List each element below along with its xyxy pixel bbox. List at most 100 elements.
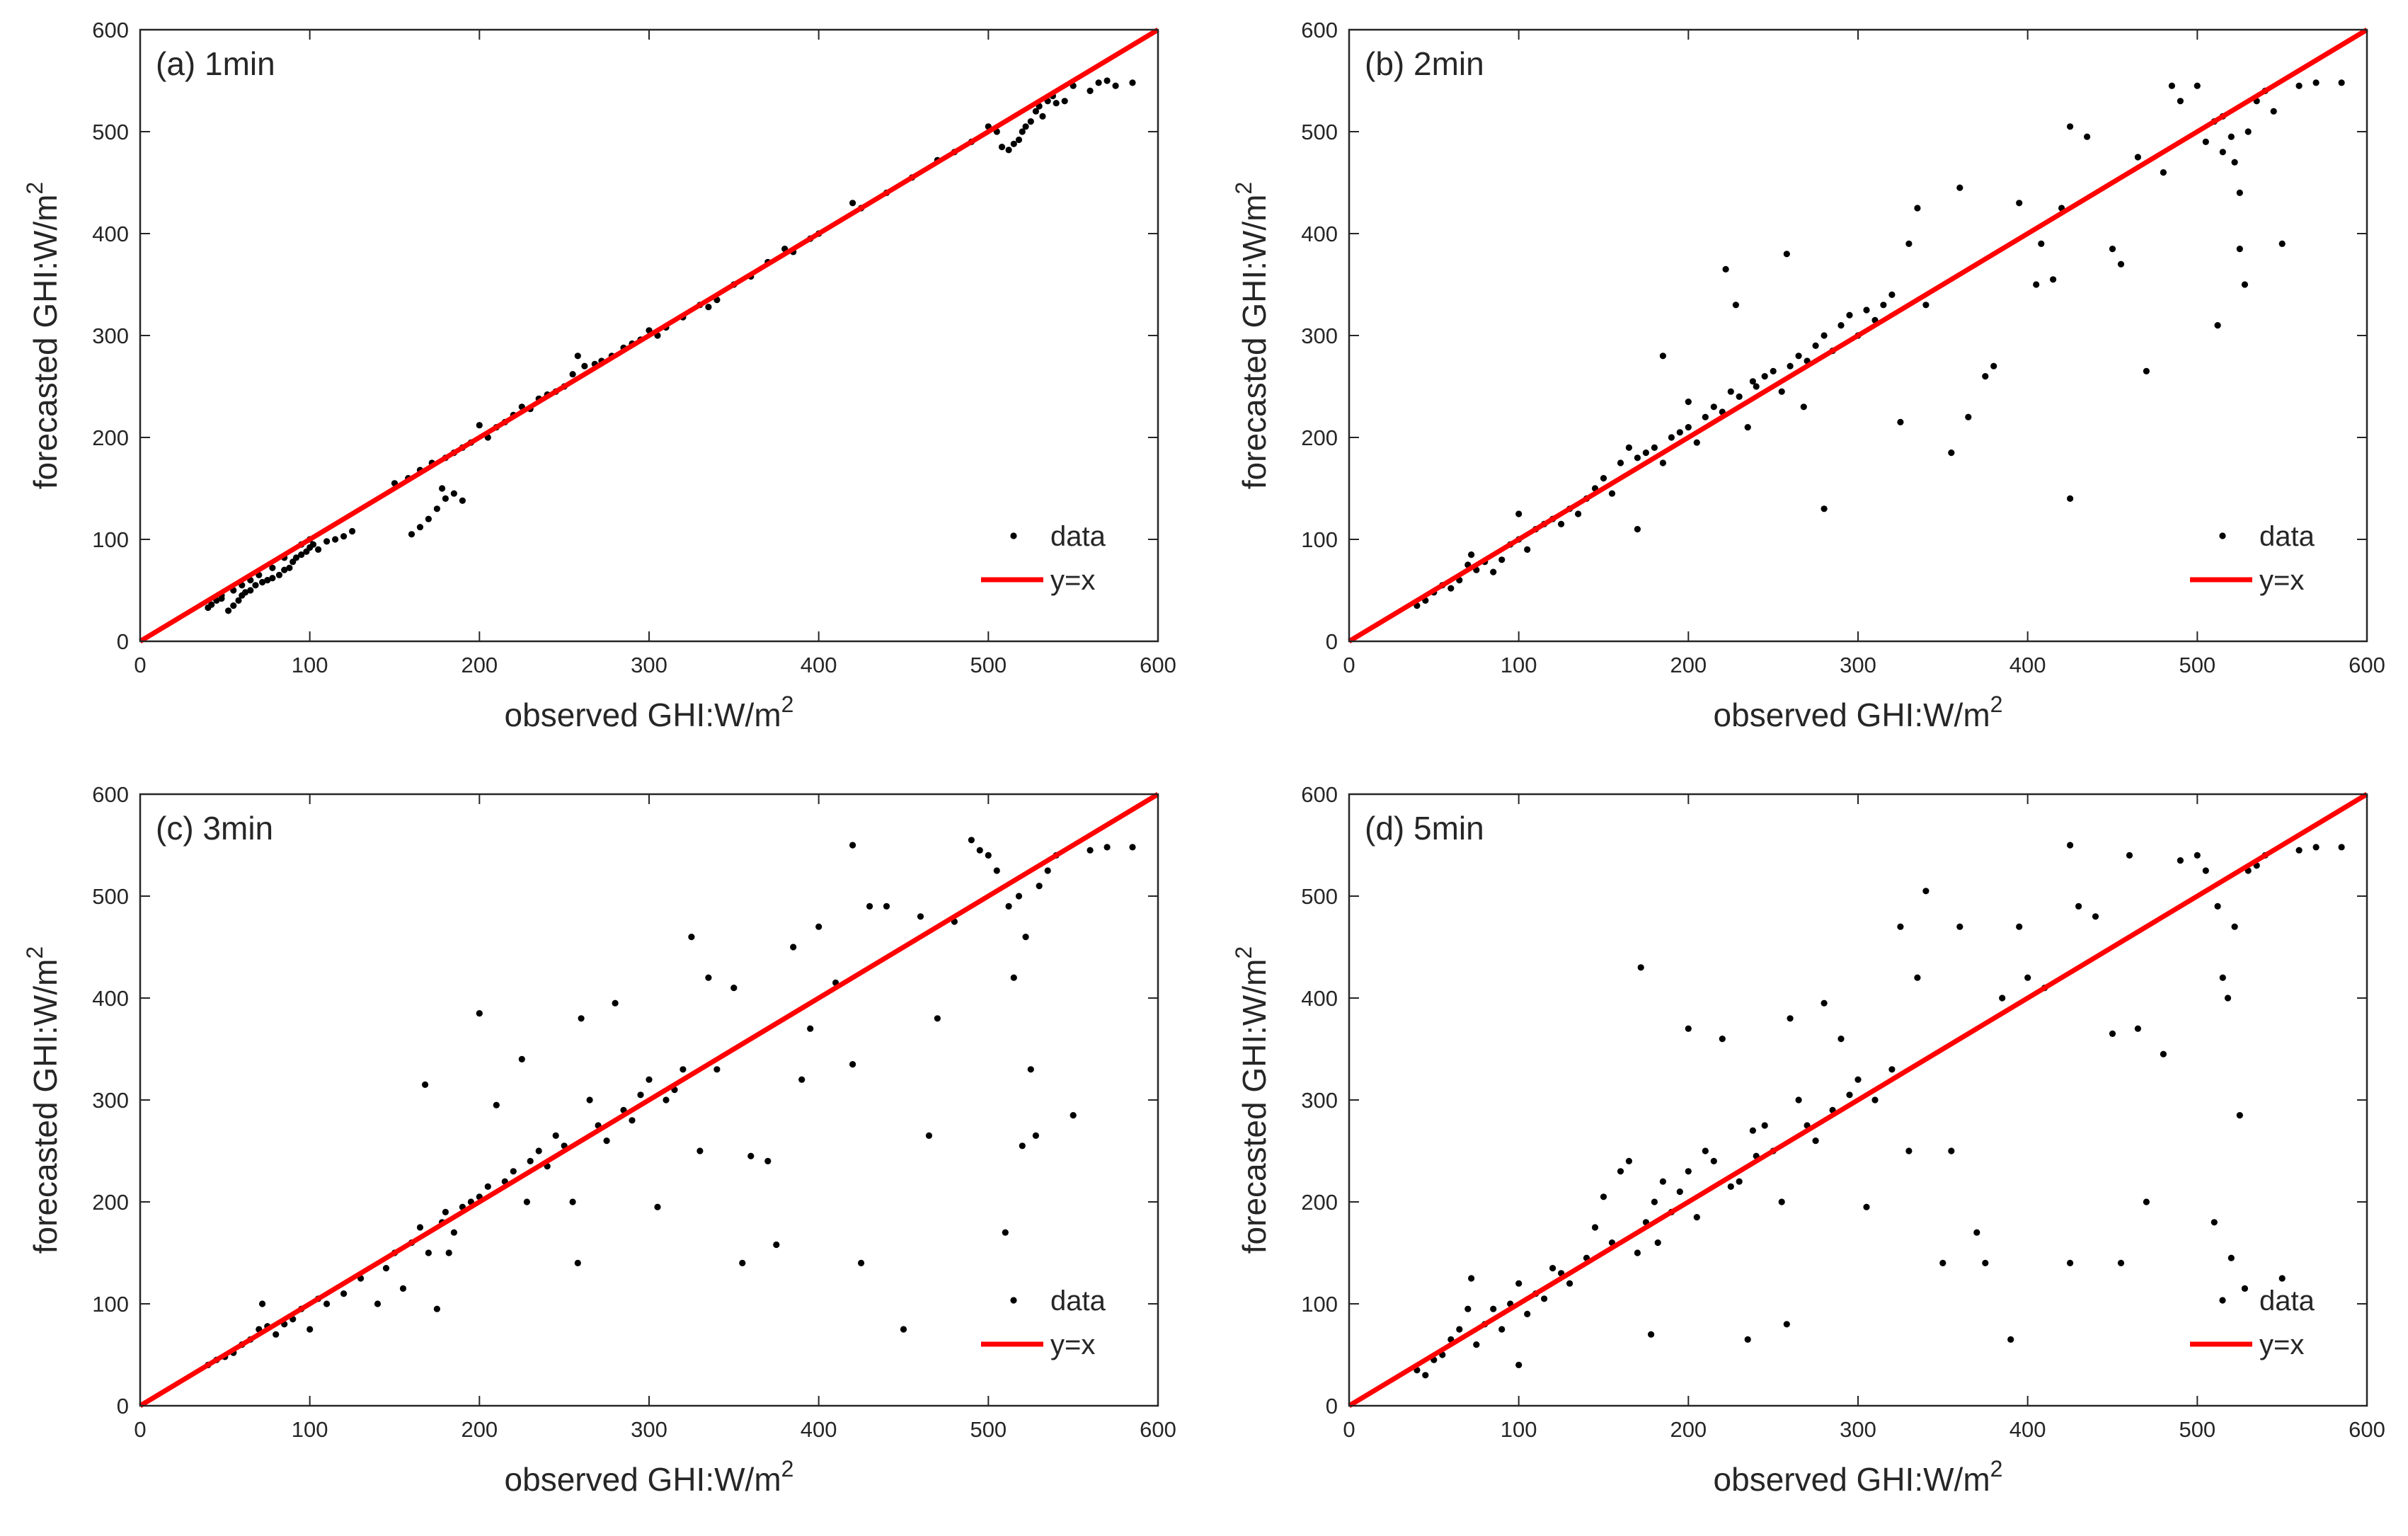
data-point [2067,842,2074,849]
y-tick-label: 400 [92,986,129,1011]
data-point [298,551,305,558]
legend-marker-data [2219,1297,2226,1304]
panel-title: (b) 2min [1365,45,1484,82]
data-point [527,1157,534,1164]
data-point [523,1198,531,1205]
y-tick-label: 100 [92,527,129,552]
data-point [1103,844,1111,851]
axes-frame [139,793,1159,1407]
data-point [807,1025,814,1032]
axes-frame [1348,28,2368,643]
data-point [1837,1036,1845,1043]
data-point [2092,913,2099,920]
data-point [535,1147,542,1154]
data-point [2224,995,2232,1002]
x-axis-label-text: observed GHI:W/m [505,1461,781,1498]
x-tick-label: 0 [134,653,146,677]
y-tick-label: 0 [1326,1394,1338,1418]
data-point [1515,510,1523,517]
data-point [1888,291,1896,298]
x-tick-label: 200 [1670,653,1707,677]
data-point [1010,140,1017,147]
y-tick-label: 300 [92,323,129,348]
data-point [1032,108,1039,115]
y-tick-label: 600 [92,18,129,42]
data-point [2228,133,2235,140]
data-point [1770,367,1777,375]
y-tick-label: 300 [1301,323,1338,348]
data-point [315,546,322,554]
data-point [1129,79,1136,86]
data-point [1761,1122,1768,1129]
data-point [1654,1239,1661,1246]
x-axis-label-text: observed GHI:W/m [1714,697,1990,733]
data-point [713,1066,721,1073]
x-tick-label: 300 [631,1417,667,1442]
data-point [2236,246,2243,253]
data-point [2143,367,2150,375]
data-point [1600,475,1607,482]
data-point [1032,1132,1039,1139]
data-point [1948,449,1955,457]
x-tick-label: 600 [2349,653,2385,677]
data-point [581,362,588,369]
data-point [934,1015,941,1022]
data-point [612,999,619,1007]
data-point [1053,100,1060,107]
data-point [382,1265,390,1272]
legend-label-data: data [1050,521,1106,552]
data-point [2228,1254,2235,1261]
y-axis-label-exponent: 2 [22,182,47,195]
data-point [518,1055,525,1062]
data-point [1897,418,1904,426]
y-tick-label: 200 [1301,1190,1338,1215]
data-point [917,913,924,920]
data-point [883,902,890,910]
y-tick-label: 200 [1301,425,1338,450]
x-tick-label: 0 [1343,653,1355,677]
data-point [1821,332,1828,339]
data-point [1685,1025,1692,1032]
data-point [484,1183,491,1190]
x-tick-label: 300 [631,653,667,677]
data-point [1863,1203,1870,1210]
reference-line-y-equals-x [1348,791,2368,1409]
legend-marker-data [1010,1297,1017,1304]
data-point [1702,1147,1709,1154]
x-tick-label: 300 [1840,653,1876,677]
data-point [2278,1275,2286,1282]
data-point [2295,847,2303,854]
data-point [422,1081,429,1088]
data-point [1468,1275,1475,1282]
data-point [1659,1178,1666,1185]
data-point [1642,449,1649,457]
data-point [2241,1285,2248,1292]
data-point [1648,1331,1655,1338]
data-point [1005,147,1012,154]
x-tick-label: 400 [2009,653,2046,677]
data-point [2117,1259,2125,1266]
data-point [1447,585,1455,592]
data-point [1897,923,1904,930]
x-tick-label: 200 [461,1417,498,1442]
data-point [1956,923,1963,930]
x-tick-label: 300 [1840,1417,1876,1442]
x-axis-label: observed GHI:W/m2 [1714,1456,2003,1498]
data-point [993,867,1000,874]
data-point [1736,1178,1743,1185]
data-point [2270,108,2277,115]
data-point [849,1061,856,1068]
data-point [1087,847,1094,854]
x-tick-label: 0 [1343,1417,1355,1442]
data-point [1736,393,1743,401]
legend-label-data: data [2259,1285,2315,1317]
data-point [1498,556,1506,563]
data-point [2109,1030,2116,1037]
data-point [815,923,822,930]
data-point [2016,200,2023,207]
y-axis-label-exponent: 2 [1231,182,1256,195]
data-point [1515,1280,1523,1287]
x-axis-label-text: observed GHI:W/m [1714,1461,1990,1498]
data-point [1103,77,1111,84]
data-point [2134,1025,2141,1032]
